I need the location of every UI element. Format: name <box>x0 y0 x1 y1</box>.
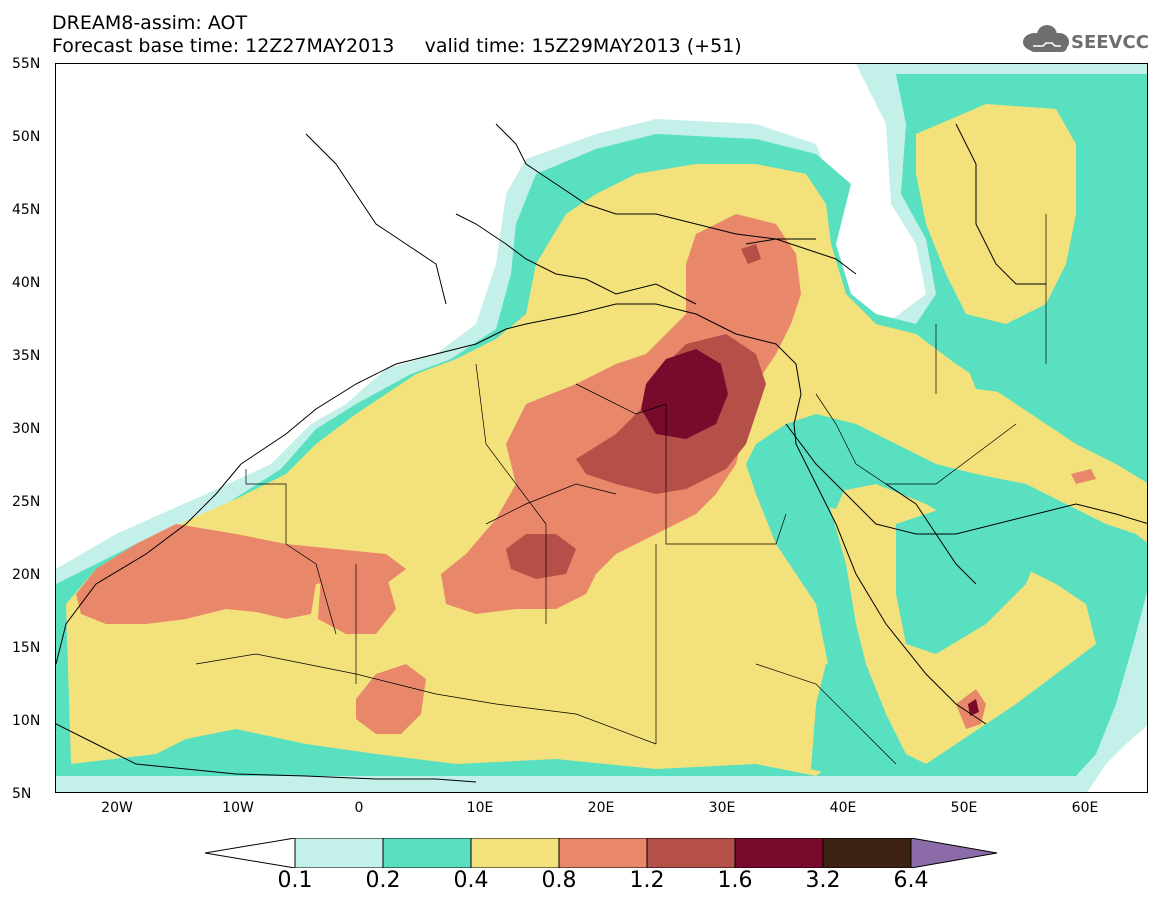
colorbar-label: 0.4 <box>453 868 489 893</box>
aot-contour-1.6 <box>641 349 728 439</box>
cloud-icon <box>1023 25 1069 52</box>
colorbar-bin <box>294 837 384 869</box>
colorbar-low-arrow <box>204 837 296 869</box>
colorbar-label: 0.8 <box>541 868 577 893</box>
lat-label: 15N <box>12 640 41 656</box>
lat-label: 45N <box>12 202 41 218</box>
lon-label: 10W <box>222 800 254 816</box>
lat-label: 50N <box>12 129 41 145</box>
lat-label: 25N <box>12 494 41 510</box>
colorbar-label: 0.1 <box>277 868 313 893</box>
lat-label: 10N <box>12 713 41 729</box>
aot-contour-0.8 <box>1071 469 1096 484</box>
colorbar-label: 1.6 <box>717 868 753 893</box>
aot-contour-0.8 <box>76 524 406 624</box>
colorbar-label: 3.2 <box>805 868 841 893</box>
aot-contour-1.2 <box>506 534 576 579</box>
aot-contour-1.6 <box>968 699 979 716</box>
colorbar-label: 0.2 <box>365 868 401 893</box>
lon-label: 20W <box>101 800 133 816</box>
aot-contour-0.4 <box>916 104 1076 324</box>
aot-contour-0.8 <box>356 664 426 734</box>
lat-label: 20N <box>12 567 41 583</box>
colorbar-high-arrow <box>910 837 998 869</box>
lon-label: 20E <box>587 800 615 816</box>
aot-map-canvas <box>56 64 1147 792</box>
aot-contour-0.2 <box>811 664 866 776</box>
seevccc-logo: SEEVCCC <box>1019 22 1162 58</box>
colorbar-bin <box>558 837 648 869</box>
lat-label: 35N <box>12 348 41 364</box>
colorbar-bin <box>382 837 472 869</box>
lat-label: 55N <box>12 56 41 72</box>
aot-contour-0.8 <box>318 564 396 634</box>
colorbar-bin <box>734 837 824 869</box>
lon-label: 10E <box>466 800 494 816</box>
forecast-time-label: Forecast base time: 12Z27MAY2013 valid t… <box>52 35 742 57</box>
aot-contour-0.8 <box>441 214 801 614</box>
logo-text: SEEVCCC <box>1071 32 1149 53</box>
colorbar-label: 6.4 <box>893 868 929 893</box>
colorbar <box>204 837 1000 872</box>
lon-label: 50E <box>950 800 978 816</box>
aot-contour-0.2 <box>966 364 1026 394</box>
coastlines <box>56 123 1147 783</box>
lat-label: 40N <box>12 275 41 291</box>
country-borders <box>195 214 1047 765</box>
aot-contour-1.2 <box>741 244 761 264</box>
lat-label: 5N <box>12 786 32 802</box>
aot-map <box>55 63 1148 793</box>
colorbar-bin <box>646 837 736 869</box>
lon-label: 60E <box>1071 800 1099 816</box>
lon-label: 30E <box>708 800 736 816</box>
colorbar-bin <box>470 837 560 869</box>
chart-title: DREAM8-assim: AOT <box>52 12 248 34</box>
lon-label: 0 <box>354 800 364 816</box>
aot-contour-0.2 <box>804 439 851 509</box>
colorbar-bin <box>822 837 912 869</box>
colorbar-label: 1.2 <box>629 868 665 893</box>
lon-label: 40E <box>829 800 857 816</box>
lat-label: 30N <box>12 421 41 437</box>
